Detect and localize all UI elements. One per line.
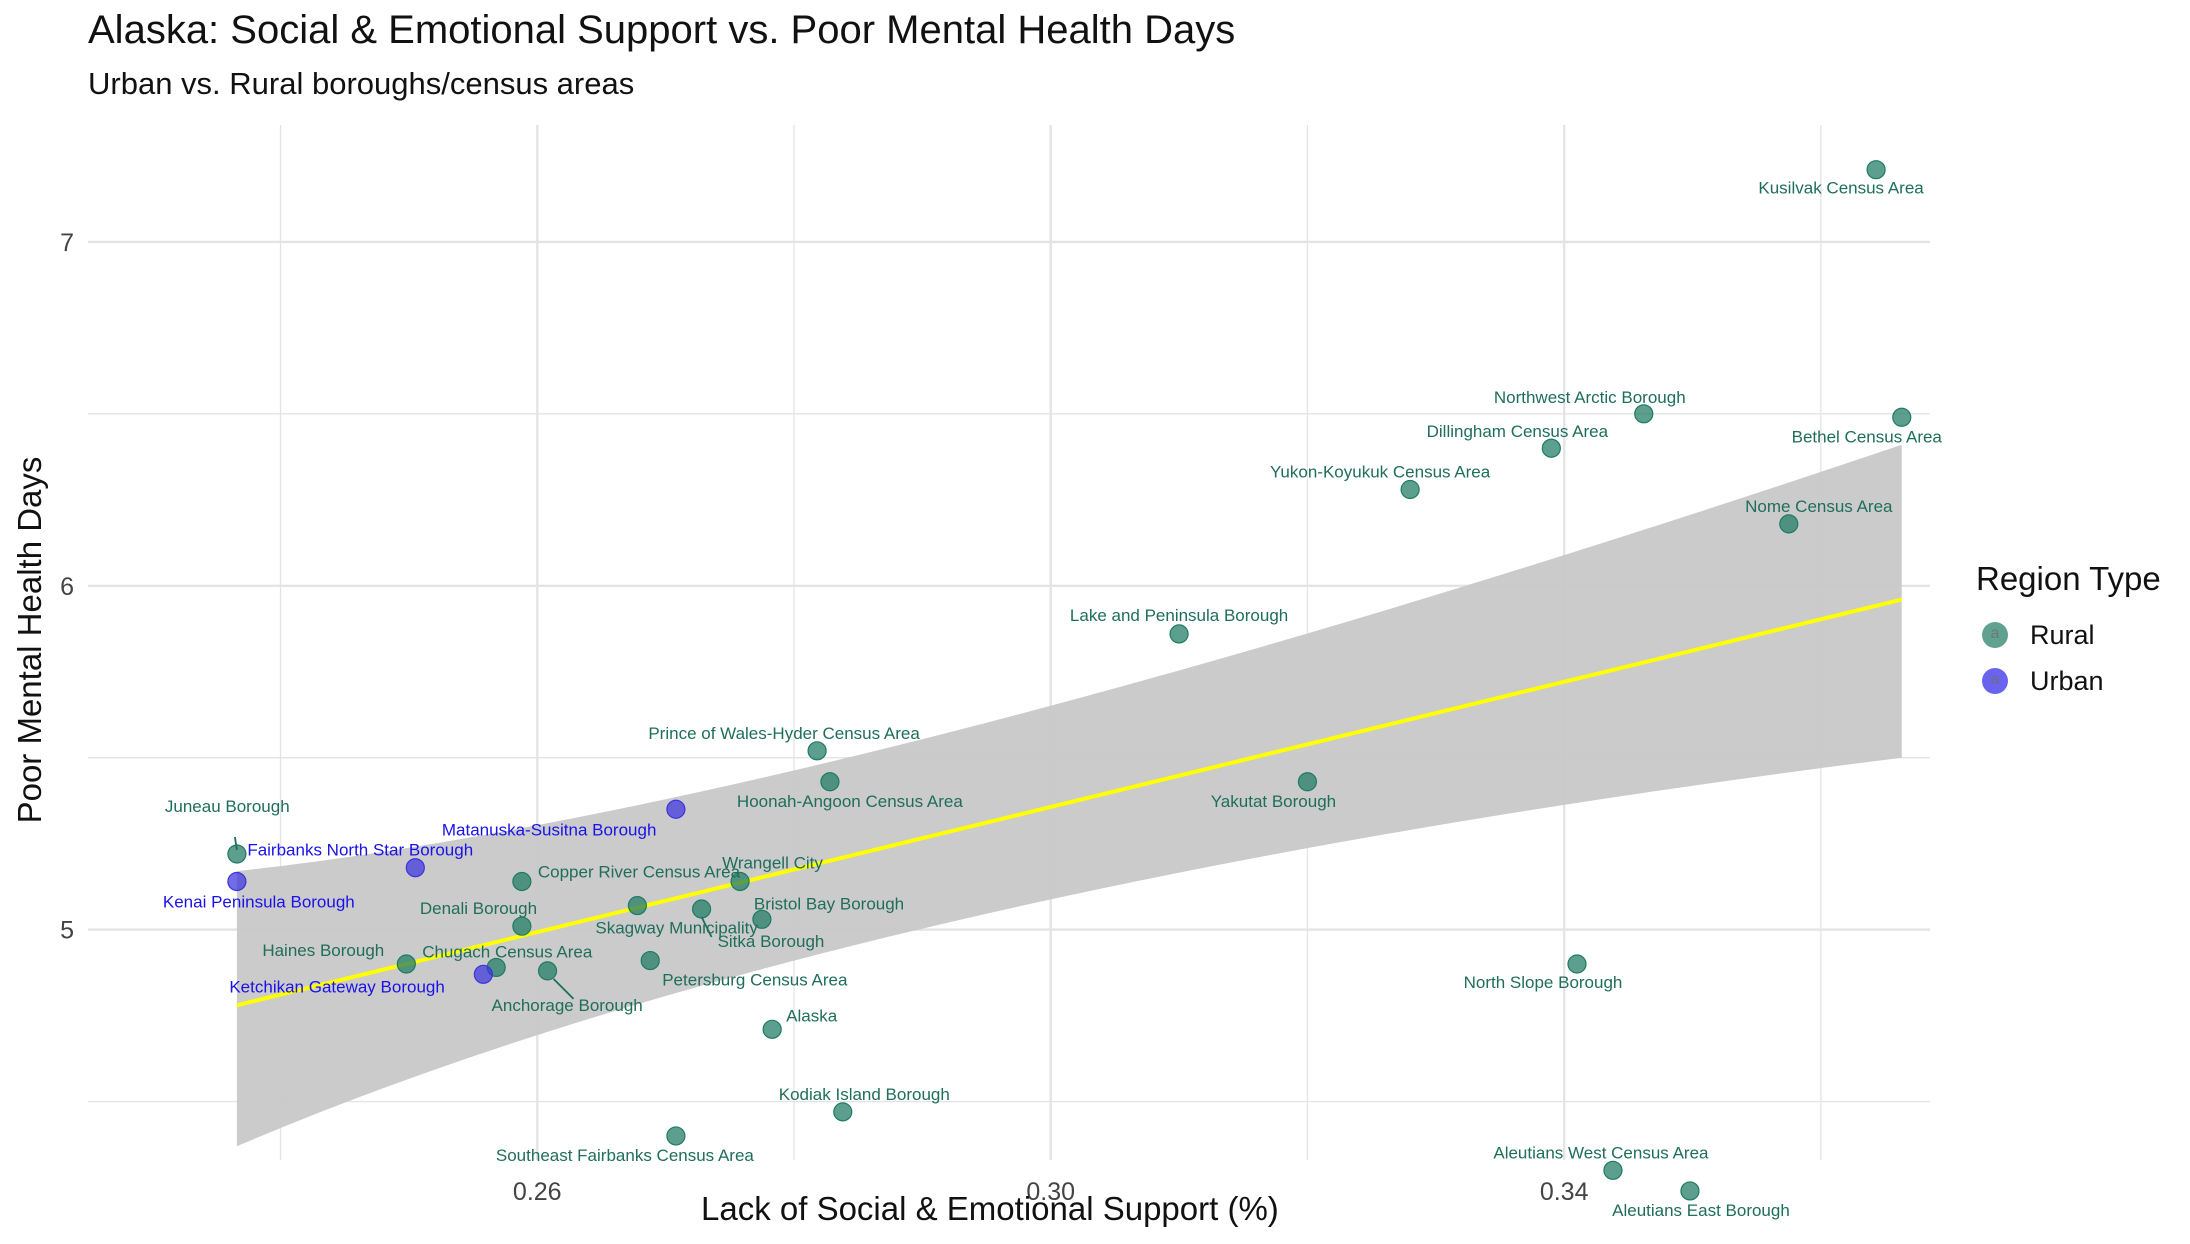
y-axis-label: Poor Mental Health Days — [11, 456, 48, 824]
point-label: Juneau Borough — [165, 797, 290, 816]
x-tick-label: 0.34 — [1540, 1178, 1589, 1206]
point-rural — [1866, 160, 1886, 180]
point-label: Lake and Peninsula Borough — [1070, 606, 1288, 625]
legend-item-urban: a Urban — [1976, 658, 2161, 704]
point-label: Alaska — [786, 1006, 838, 1025]
point-label: North Slope Borough — [1464, 973, 1623, 992]
point-rural — [691, 899, 712, 919]
point-rural — [640, 950, 660, 971]
point-label: Aleutians East Borough — [1612, 1201, 1790, 1220]
point-rural — [1567, 954, 1587, 974]
point-label: Kodiak Island Borough — [779, 1085, 950, 1104]
point-label: Southeast Fairbanks Census Area — [496, 1146, 755, 1165]
point-rural — [1541, 438, 1561, 458]
point-rural — [512, 916, 532, 936]
label-leader — [552, 978, 575, 1000]
point-label: Nome Census Area — [1745, 497, 1893, 516]
y-tick-label: 6 — [60, 573, 74, 601]
point-rural — [1297, 772, 1318, 792]
point-label: Kusilvak Census Area — [1758, 179, 1924, 198]
point-label: Bristol Bay Borough — [754, 894, 904, 913]
point-label: Chugach Census Area — [422, 942, 593, 961]
point-label: Skagway Municipality — [595, 919, 758, 938]
point-rural — [807, 741, 827, 761]
point-label: Sitka Borough — [718, 932, 825, 951]
point-label: Wrangell City — [722, 853, 823, 872]
legend-key-urban: a — [1982, 668, 2008, 694]
point-rural — [752, 909, 772, 929]
point-label: Matanuska-Susitna Borough — [442, 820, 657, 839]
point-rural — [1169, 624, 1189, 644]
point-rural — [762, 1019, 782, 1039]
point-label: Hoonah-Angoon Census Area — [737, 792, 963, 811]
point-label: Dillingham Census Area — [1427, 422, 1609, 441]
point-label: Anchorage Borough — [492, 996, 643, 1015]
confidence-band — [236, 444, 1902, 1147]
point-label: Ketchikan Gateway Borough — [229, 977, 444, 996]
point-label: Kenai Peninsula Borough — [163, 892, 355, 911]
point-rural — [1634, 404, 1654, 424]
point-label: Northwest Arctic Borough — [1494, 388, 1686, 407]
point-rural — [1603, 1160, 1623, 1180]
point-label: Yakutat Borough — [1211, 792, 1336, 811]
x-tick-label: 0.30 — [1026, 1178, 1075, 1206]
trend-line — [236, 597, 1903, 1008]
point-rural — [396, 954, 416, 974]
legend: Region Type a Rural a Urban — [1976, 560, 2161, 704]
point-label: Yukon-Koyukuk Census Area — [1270, 462, 1491, 481]
point-rural — [833, 1102, 853, 1122]
x-tick-label: 0.26 — [513, 1178, 562, 1206]
point-label: Copper River Census Area — [538, 862, 741, 881]
label-leader — [700, 916, 713, 938]
legend-item-rural: a Rural — [1976, 612, 2161, 658]
chart-subtitle: Urban vs. Rural boroughs/census areas — [88, 66, 635, 101]
point-rural — [627, 895, 647, 916]
point-urban — [473, 964, 493, 984]
point-rural — [730, 871, 750, 892]
point-rural — [1680, 1181, 1700, 1201]
point-label: Petersburg Census Area — [662, 971, 848, 990]
point-urban — [405, 858, 425, 878]
point-rural — [820, 772, 840, 792]
legend-title: Region Type — [1976, 560, 2161, 597]
point-label: Aleutians West Census Area — [1493, 1143, 1709, 1162]
point-urban — [227, 871, 247, 892]
y-tick-label: 7 — [60, 229, 74, 257]
legend-label-rural: Rural — [2030, 619, 2095, 650]
point-rural — [512, 871, 532, 892]
point-rural — [666, 1126, 686, 1146]
point-rural — [537, 961, 558, 981]
point-label: Denali Borough — [420, 899, 537, 918]
point-label: Prince of Wales-Hyder Census Area — [648, 724, 920, 743]
chart-title: Alaska: Social & Emotional Support vs. P… — [88, 8, 1236, 52]
point-rural — [1400, 479, 1420, 500]
label-leader — [234, 836, 238, 851]
point-label: Fairbanks North Star Borough — [247, 841, 473, 860]
point-label: Bethel Census Area — [1792, 427, 1943, 446]
y-tick-label: 5 — [60, 917, 74, 945]
point-urban — [666, 799, 686, 819]
point-label: Haines Borough — [262, 941, 384, 960]
legend-label-urban: Urban — [2030, 665, 2104, 696]
legend-key-rural: a — [1982, 622, 2008, 648]
point-rural — [1779, 514, 1799, 534]
point-rural — [1892, 407, 1912, 427]
